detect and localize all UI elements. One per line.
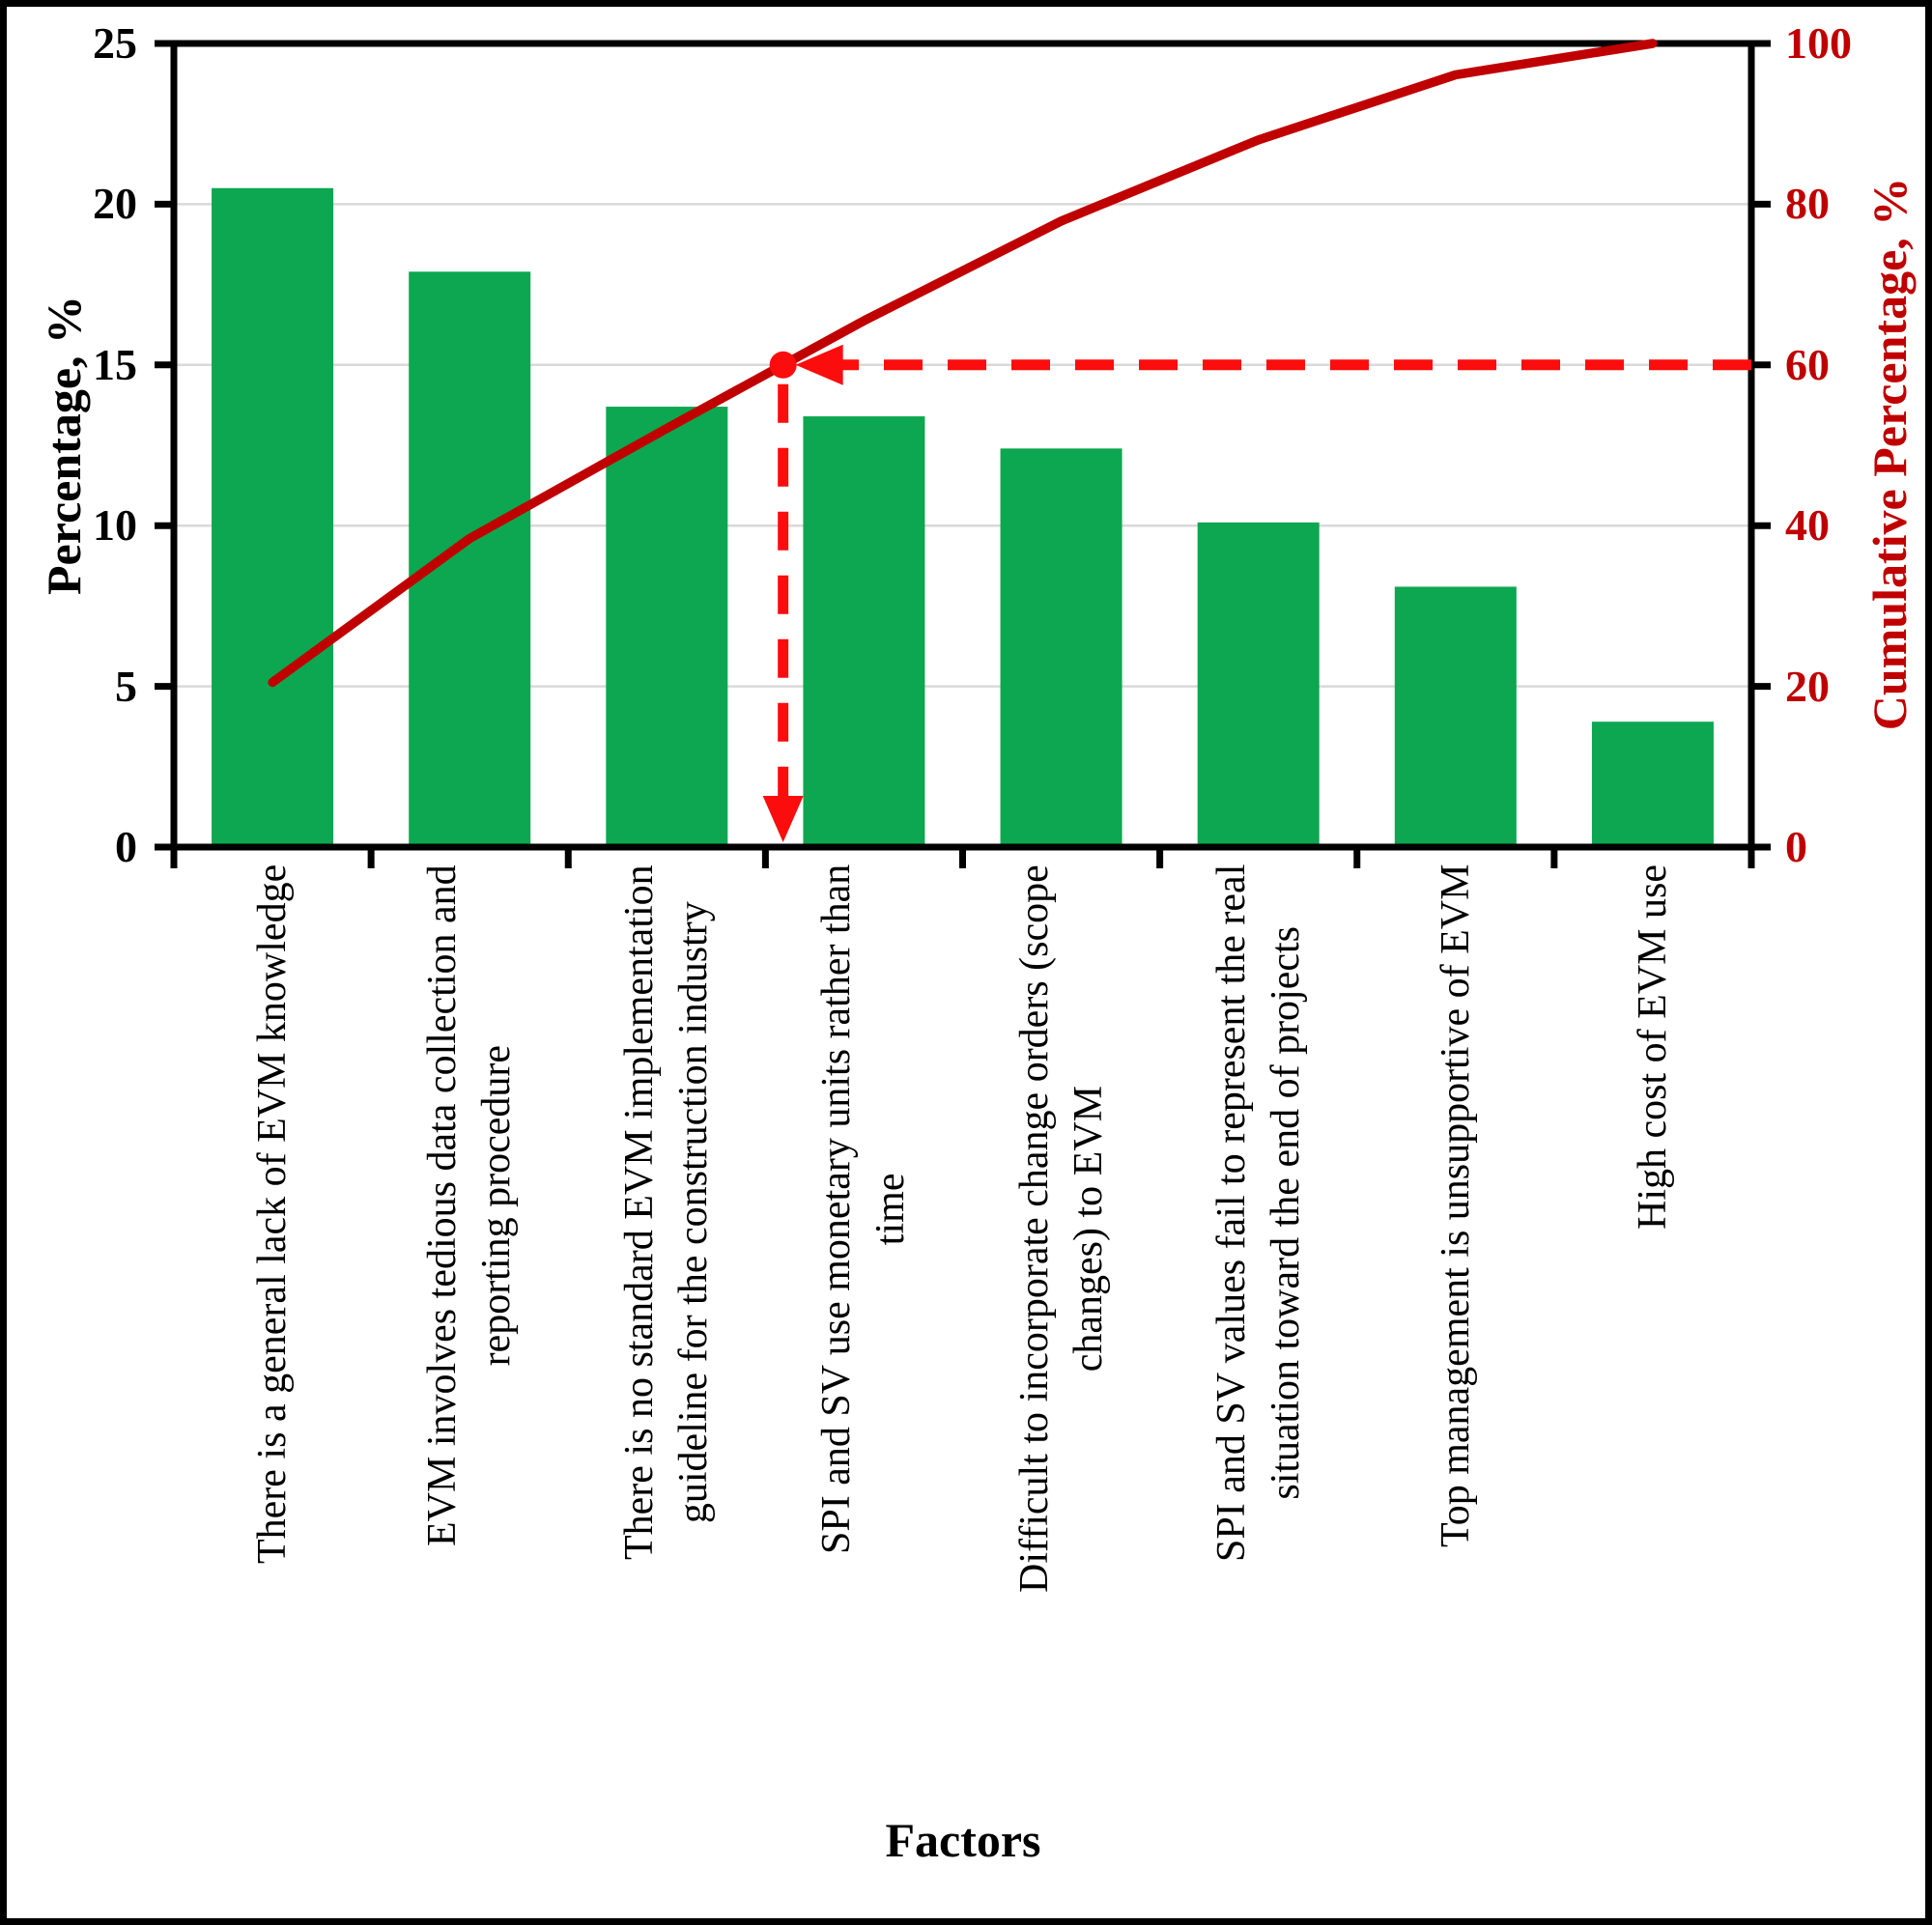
right-axis-tick-label: 60: [1785, 339, 1830, 389]
bar: [1000, 448, 1122, 847]
left-axis-tick-label: 20: [93, 179, 137, 229]
category-label-line: reporting procedure: [474, 1044, 520, 1367]
right-axis-tick-label: 100: [1785, 18, 1852, 68]
category-label: SPI and SV use monetary units rather tha…: [810, 864, 918, 1554]
category-label-line: time: [868, 1173, 914, 1246]
category-label: EVM involves tedious data collection and…: [415, 864, 524, 1546]
category-label-line: guideline for the construction industry: [671, 901, 717, 1524]
right-axis-tick-label: 20: [1785, 661, 1830, 711]
category-label-line: High cost of EVM use: [1630, 864, 1675, 1230]
x-axis-title: Factors: [885, 1813, 1041, 1867]
category-label-line: Difficult to incorporate change orders (…: [1011, 864, 1057, 1593]
category-label-line: SPI and SV values fail to represent the …: [1208, 863, 1254, 1562]
category-label-line: SPI and SV use monetary units rather tha…: [814, 863, 860, 1554]
bar: [1394, 586, 1517, 847]
right-axis-tick-label: 40: [1785, 500, 1830, 551]
category-label-line: Top management is unsupportive of EVM: [1433, 863, 1478, 1547]
category-label-line: changes) to EVM: [1065, 1085, 1111, 1373]
crossing-point-marker: [769, 351, 797, 379]
left-axis-tick-label: 5: [115, 661, 137, 711]
category-label: SPI and SV values fail to represent the …: [1205, 864, 1313, 1562]
bar: [1197, 522, 1320, 847]
category-label-line: EVM involves tedious data collection and: [420, 864, 466, 1546]
bar: [606, 407, 728, 847]
bar: [212, 187, 334, 847]
category-label-line: There is no standard EVM implementation: [617, 864, 663, 1560]
left-arrowhead-icon: [795, 344, 843, 385]
category-label-line: There is a general lack of EVM knowledge: [250, 863, 296, 1564]
left-axis-tick-label: 10: [93, 500, 137, 551]
left-axis-tick-label: 0: [115, 822, 137, 871]
bar: [1591, 722, 1714, 847]
bar: [803, 416, 925, 847]
category-label: There is no standard EVM implementation g…: [612, 864, 721, 1560]
right-axis-tick-label: 0: [1785, 822, 1807, 871]
left-axis-tick-label: 25: [93, 18, 137, 68]
category-label: Difficult to incorporate change orders (…: [1008, 864, 1116, 1593]
bar: [409, 271, 531, 848]
left-axis-tick-label: 15: [93, 339, 137, 389]
category-label-line: situation toward the end of projects: [1263, 925, 1308, 1500]
category-label: High cost of EVM use: [1626, 864, 1680, 1230]
cumulative-line: [268, 39, 1658, 688]
down-arrowhead-icon: [762, 796, 804, 842]
y-axis-title-right: Cumulative Percentage, %: [1862, 177, 1917, 731]
category-label: Top management is unsupportive of EVM: [1429, 864, 1483, 1547]
category-label: There is a general lack of EVM knowledge: [245, 864, 299, 1564]
right-axis-tick-label: 80: [1785, 179, 1830, 229]
